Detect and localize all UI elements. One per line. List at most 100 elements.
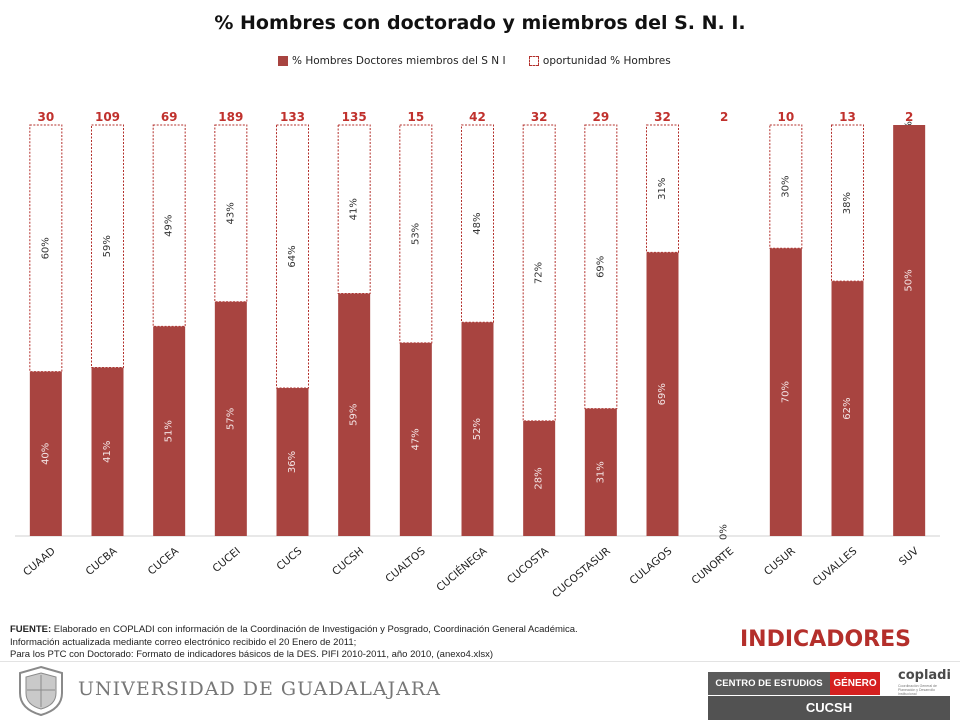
cucsh-label: CUCSH xyxy=(708,696,950,720)
category-label: CUCS xyxy=(274,545,304,573)
data-label-doctores: 31% xyxy=(595,461,606,483)
total-label: 2 xyxy=(905,110,913,124)
ceg-logo-right: GÉNERO xyxy=(830,672,880,695)
source-text: Elaborado en COPLADI con información de … xyxy=(51,624,578,635)
total-label: 189 xyxy=(218,110,243,124)
bar-oportunidad xyxy=(29,124,63,373)
source-line-2: Información actualizada mediante correo … xyxy=(10,636,357,648)
total-label: 109 xyxy=(95,110,120,124)
data-label-doctores: 59% xyxy=(349,404,360,426)
bar-doctores xyxy=(646,252,679,536)
udg-seal-icon xyxy=(19,665,63,717)
category-label: CUCOSTASUR xyxy=(550,545,613,600)
total-label: 2 xyxy=(720,110,728,124)
category-label: CULAGOS xyxy=(628,545,675,587)
total-label: 32 xyxy=(531,110,548,124)
data-label-doctores: 51% xyxy=(164,420,175,442)
total-label: 69 xyxy=(161,110,178,124)
data-label-oportunidad: 41% xyxy=(349,198,360,220)
legend-swatch-oportunidad xyxy=(528,56,539,66)
bar-oportunidad xyxy=(276,124,309,389)
data-label-doctores: 47% xyxy=(410,428,421,450)
data-label-oportunidad: 64% xyxy=(287,245,298,267)
bar-oportunidad xyxy=(152,124,186,327)
total-label: 133 xyxy=(280,110,305,124)
total-label: 135 xyxy=(342,110,367,124)
category-label: CUCOSTA xyxy=(505,545,552,587)
data-label-oportunidad: 59% xyxy=(102,235,113,257)
legend-swatch-doctores xyxy=(278,56,288,66)
source-note: FUENTE: Elaborado en COPLADI con informa… xyxy=(10,624,690,662)
bar-oportunidad xyxy=(461,124,494,323)
data-label-doctores: 28% xyxy=(534,467,545,489)
chart-legend: % Hombres Doctores miembros del S N I op… xyxy=(278,55,691,67)
legend-label-oportunidad: oportunidad % Hombres xyxy=(542,55,671,67)
data-label-oportunidad: 30% xyxy=(780,176,791,198)
data-label-doctores: 40% xyxy=(40,443,51,465)
legend-label-doctores: % Hombres Doctores miembros del S N I xyxy=(292,55,506,67)
legend-item-oportunidad: oportunidad % Hombres xyxy=(528,55,671,67)
copladi-logo: copladi xyxy=(898,668,951,683)
ceg-logo: CENTRO DE ESTUDIOS DE GÉNERO xyxy=(708,672,880,712)
bar-doctores xyxy=(29,371,62,536)
category-label: CUCIÉNEGA xyxy=(434,544,490,594)
bar-doctores xyxy=(461,322,494,536)
data-label-oportunidad: 60% xyxy=(40,237,51,259)
copladi-subtitle: Coordinación General de Planeación y Des… xyxy=(898,684,937,696)
bar-oportunidad xyxy=(831,124,864,282)
bar-doctores xyxy=(584,408,617,536)
data-label-doctores: 70% xyxy=(780,381,791,403)
data-label-doctores: 36% xyxy=(287,451,298,473)
bar-oportunidad xyxy=(91,124,124,368)
data-label-doctores: 0% xyxy=(719,524,730,540)
bar-oportunidad xyxy=(769,124,803,249)
bar-doctores xyxy=(769,248,802,537)
stacked-bar-chart: 60% 40% 30 CUAAD 59% 41% 109 CUCBA 49% 51% 69 CUCEA… xyxy=(15,110,940,600)
category-label: CUCEA xyxy=(146,545,182,578)
data-label-oportunidad: 38% xyxy=(842,192,853,214)
total-label: 42 xyxy=(469,110,486,124)
bar-doctores xyxy=(523,420,556,536)
bar-oportunidad xyxy=(399,124,433,344)
data-label-doctores: 57% xyxy=(225,408,236,430)
plot-area: 60% 40% 30 CUAAD 59% 41% 109 CUCBA 49% 51% 69 CUCEA… xyxy=(15,110,940,600)
bar-oportunidad xyxy=(646,124,679,253)
bar-doctores xyxy=(153,326,186,536)
category-label: CUCEI xyxy=(210,545,242,575)
bar-doctores xyxy=(276,388,309,536)
data-label-doctores: 69% xyxy=(657,383,668,405)
total-label: 13 xyxy=(839,110,856,124)
category-label: SUV xyxy=(897,545,922,569)
category-label: CUALTOS xyxy=(383,545,428,585)
data-label-doctores: 52% xyxy=(472,418,483,440)
bar-doctores xyxy=(214,301,247,536)
bar-doctores xyxy=(338,293,371,536)
source-line-3: Para los PTC con Doctorado: Formato de i… xyxy=(10,649,493,660)
data-label-doctores: 41% xyxy=(102,441,113,463)
data-label-oportunidad: 48% xyxy=(472,213,483,235)
legend-item-doctores: % Hombres Doctores miembros del S N I xyxy=(278,55,506,67)
bar-oportunidad xyxy=(214,124,248,303)
category-label: CUSUR xyxy=(762,545,798,578)
source-line-1: FUENTE: Elaborado en COPLADI con informa… xyxy=(10,624,690,637)
bar-doctores xyxy=(399,342,432,536)
bar-oportunidad xyxy=(522,124,556,422)
category-label: CUCSH xyxy=(330,545,366,578)
category-label: CUCBA xyxy=(84,545,120,578)
data-label-oportunidad: 69% xyxy=(595,256,606,278)
total-label: 30 xyxy=(37,110,54,124)
data-label-oportunidad: 31% xyxy=(657,178,668,200)
category-label: CUNORTE xyxy=(690,545,737,587)
data-label-doctores: 50% xyxy=(904,269,915,291)
total-label: 15 xyxy=(407,110,424,124)
data-label-doctores: 62% xyxy=(842,397,853,419)
total-label: 32 xyxy=(654,110,671,124)
total-label: 10 xyxy=(777,110,794,124)
bar-oportunidad xyxy=(337,124,371,295)
category-label: CUVALLES xyxy=(811,545,860,589)
bar-doctores xyxy=(91,367,124,536)
category-label: CUAAD xyxy=(21,545,58,578)
data-label-oportunidad: 72% xyxy=(534,262,545,284)
bar-oportunidad xyxy=(584,124,618,410)
ceg-logo-left: CENTRO DE ESTUDIOS DE xyxy=(708,672,830,712)
